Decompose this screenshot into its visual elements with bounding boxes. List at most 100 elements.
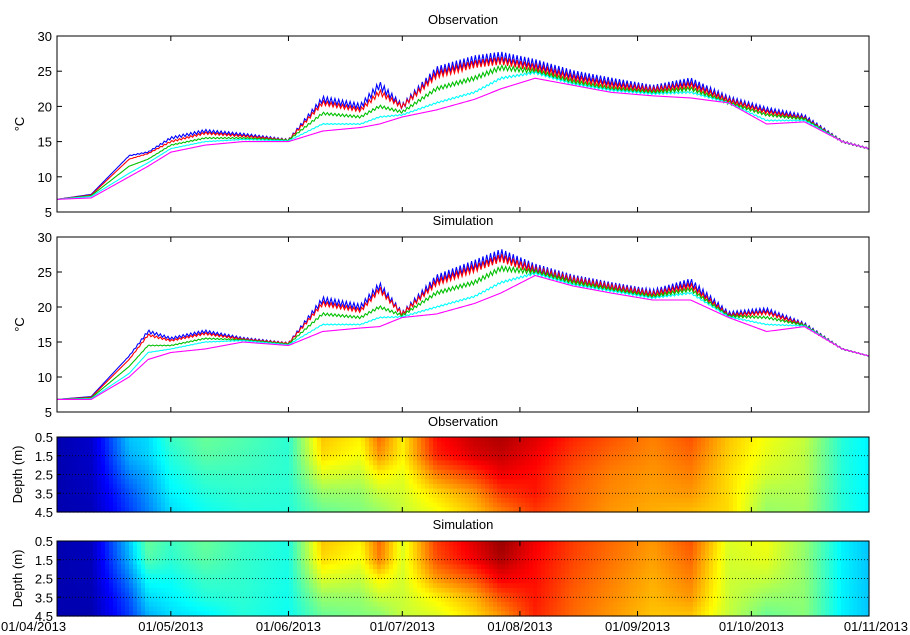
heatmap-cell bbox=[105, 455, 110, 462]
heatmap-cell bbox=[97, 441, 102, 447]
heatmap-cell bbox=[589, 437, 594, 443]
heatmap-cell bbox=[349, 469, 354, 476]
heatmap-cell bbox=[145, 573, 150, 580]
heatmap-cell bbox=[377, 550, 382, 556]
heatmap-cell bbox=[381, 451, 386, 457]
heatmap-cell bbox=[333, 573, 338, 580]
heatmap-cell bbox=[865, 474, 870, 480]
heatmap-cell bbox=[117, 583, 122, 589]
heatmap-cell bbox=[165, 597, 170, 603]
heatmap-cell bbox=[833, 483, 838, 490]
heatmap-cell bbox=[109, 564, 114, 570]
heatmap-cell bbox=[257, 460, 262, 466]
heatmap-cell bbox=[453, 469, 458, 476]
heatmap-cell bbox=[585, 437, 590, 443]
heatmap-cell bbox=[337, 592, 342, 598]
heatmap-cell bbox=[385, 488, 390, 494]
heatmap-cell bbox=[149, 555, 154, 561]
heatmap-cell bbox=[677, 451, 682, 457]
heatmap-cell bbox=[465, 507, 470, 513]
heatmap-cell bbox=[777, 451, 782, 457]
heatmap-cell bbox=[133, 555, 138, 561]
heatmap-cell bbox=[357, 569, 362, 575]
heatmap-cell bbox=[241, 502, 246, 508]
heatmap-cell bbox=[733, 493, 738, 499]
heatmap-cell bbox=[445, 469, 450, 476]
heatmap-cell bbox=[729, 451, 734, 457]
heatmap-cell bbox=[97, 437, 102, 443]
heatmap-cell bbox=[793, 483, 798, 490]
heatmap-cell bbox=[301, 446, 306, 452]
heatmap-cell bbox=[125, 488, 130, 494]
heatmap-cell bbox=[849, 493, 854, 499]
heatmap-cell bbox=[441, 559, 446, 566]
heatmap-cell bbox=[581, 465, 586, 471]
heatmap-cell bbox=[593, 441, 598, 447]
heatmap-cell bbox=[313, 465, 318, 471]
heatmap-cell bbox=[333, 488, 338, 494]
heatmap-cell bbox=[245, 601, 250, 608]
heatmap-cell bbox=[333, 606, 338, 612]
heatmap-cell bbox=[817, 497, 822, 504]
heatmap-cell bbox=[365, 601, 370, 608]
heatmap-cell bbox=[197, 474, 202, 480]
heatmap-cell bbox=[89, 550, 94, 556]
heatmap-cell bbox=[109, 497, 114, 504]
heatmap-cell bbox=[717, 497, 722, 504]
heatmap-cell bbox=[129, 611, 134, 617]
heatmap-cell bbox=[377, 446, 382, 452]
y-tick-label: 20 bbox=[38, 99, 52, 114]
heatmap-cell bbox=[809, 437, 814, 443]
heatmap-cell bbox=[89, 497, 94, 504]
heatmap-cell bbox=[205, 573, 210, 580]
heatmap-cell bbox=[61, 437, 66, 443]
heatmap-cell bbox=[105, 479, 110, 485]
heatmap-cell bbox=[497, 451, 502, 457]
heatmap-cell bbox=[557, 488, 562, 494]
heatmap-cell bbox=[425, 441, 430, 447]
heatmap-cell bbox=[117, 573, 122, 580]
heatmap-cell bbox=[377, 555, 382, 561]
heatmap-cell bbox=[341, 460, 346, 466]
heatmap-cell bbox=[445, 493, 450, 499]
heatmap-cell bbox=[357, 469, 362, 476]
heatmap-cell bbox=[173, 601, 178, 608]
heatmap-cell bbox=[97, 545, 102, 551]
heatmap-cell bbox=[557, 507, 562, 513]
heatmap-cell bbox=[697, 497, 702, 504]
heatmap-cell bbox=[477, 483, 482, 490]
heatmap-cell bbox=[361, 545, 366, 551]
heatmap-cell bbox=[397, 559, 402, 566]
heatmap-cell bbox=[453, 497, 458, 504]
heatmap-cell bbox=[429, 578, 434, 584]
heatmap-cell bbox=[73, 555, 78, 561]
heatmap-cell bbox=[245, 469, 250, 476]
heatmap-cell bbox=[553, 507, 558, 513]
heatmap-cell bbox=[829, 497, 834, 504]
heatmap-cell bbox=[709, 441, 714, 447]
heatmap-cell bbox=[97, 606, 102, 612]
heatmap-cell bbox=[245, 541, 250, 547]
heatmap-cell bbox=[281, 479, 286, 485]
heatmap-cell bbox=[593, 469, 598, 476]
heatmap-cell bbox=[777, 465, 782, 471]
heatmap-cell bbox=[201, 550, 206, 556]
heatmap-cell bbox=[349, 597, 354, 603]
heatmap-cell bbox=[65, 483, 70, 490]
heatmap-cell bbox=[77, 569, 82, 575]
heatmap-cell bbox=[261, 578, 266, 584]
heatmap-cell bbox=[161, 601, 166, 608]
heatmap-cell bbox=[753, 493, 758, 499]
heatmap-cell bbox=[617, 441, 622, 447]
heatmap-cell bbox=[201, 559, 206, 566]
heatmap-cell bbox=[333, 437, 338, 443]
heatmap-cell bbox=[317, 550, 322, 556]
heatmap-cell bbox=[321, 483, 326, 490]
y-tick-label: 2.5 bbox=[35, 468, 53, 483]
heatmap-cell bbox=[289, 569, 294, 575]
heatmap-cell bbox=[557, 483, 562, 490]
heatmap-cell bbox=[773, 460, 778, 466]
heatmap-cell bbox=[97, 446, 102, 452]
heatmap-cell bbox=[553, 488, 558, 494]
heatmap-cell bbox=[373, 545, 378, 551]
